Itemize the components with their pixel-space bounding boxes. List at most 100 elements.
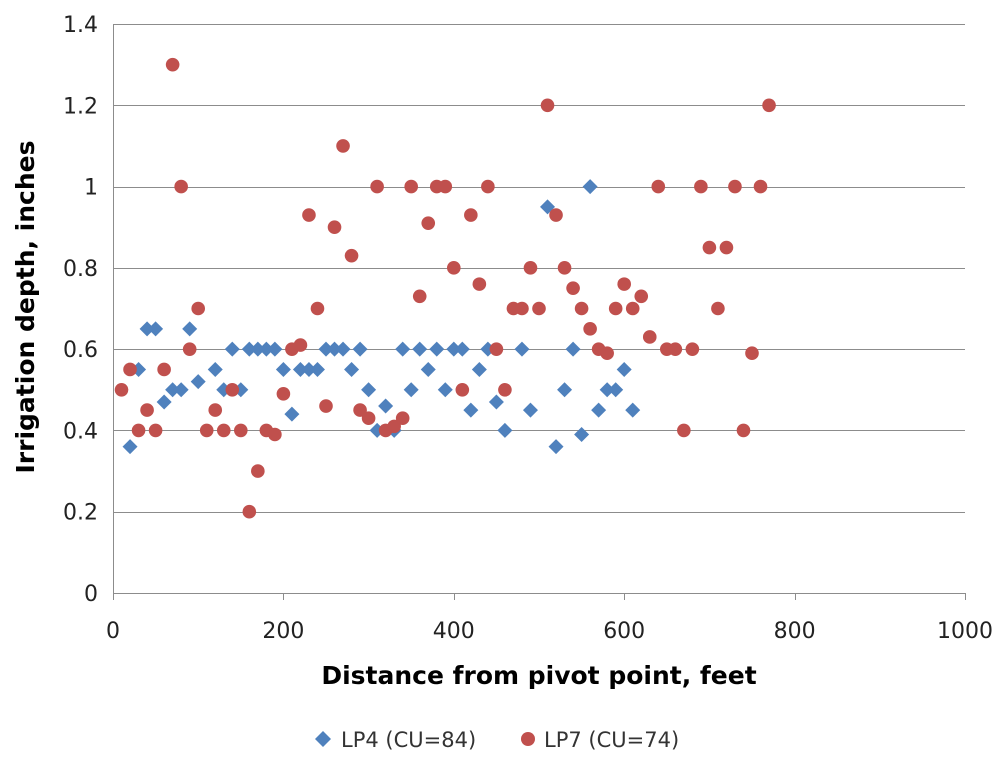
- data-point-diamond: [250, 341, 266, 357]
- data-point-circle: [404, 179, 419, 194]
- y-axis-title: Irrigation depth, inches: [11, 140, 40, 473]
- data-series: [114, 57, 776, 519]
- data-point-circle: [302, 208, 316, 222]
- data-point-diamond: [190, 374, 206, 390]
- data-point-circle: [762, 98, 776, 113]
- data-point-diamond: [557, 382, 573, 398]
- data-point-circle: [753, 179, 768, 194]
- data-point-circle: [489, 342, 504, 356]
- data-point-diamond: [454, 341, 470, 357]
- data-point-circle: [131, 423, 146, 438]
- data-point-circle: [225, 382, 240, 397]
- data-point-diamond: [565, 341, 581, 357]
- data-point-circle: [617, 277, 631, 291]
- data-point-circle: [711, 301, 725, 316]
- data-point-circle: [438, 179, 453, 194]
- data-point-diamond: [275, 361, 291, 377]
- data-point-circle: [472, 277, 487, 291]
- data-point-circle: [293, 338, 308, 352]
- data-point-circle: [557, 261, 572, 275]
- legend-label-lp7: LP7 (CU=74): [544, 728, 679, 752]
- data-point-circle: [148, 423, 163, 438]
- data-point-circle: [353, 403, 367, 417]
- data-point-circle: [668, 342, 683, 356]
- data-point-diamond: [497, 422, 513, 438]
- data-point-diamond: [437, 382, 453, 398]
- data-point-diamond: [429, 341, 445, 357]
- data-point-circle: [165, 57, 180, 72]
- data-point-diamond: [361, 382, 377, 398]
- data-point-circle: [234, 423, 248, 438]
- data-point-circle: [208, 403, 223, 417]
- y-tick-label: 1: [84, 176, 98, 201]
- data-point-diamond: [471, 361, 487, 377]
- data-point-diamond: [616, 361, 632, 377]
- data-point-circle: [574, 301, 589, 316]
- data-point-circle: [583, 322, 597, 336]
- data-point-circle: [625, 301, 640, 316]
- data-point-circle: [566, 281, 580, 295]
- x-tick-label: 1000: [937, 619, 993, 644]
- data-point-diamond: [241, 341, 257, 357]
- y-tick-label: 0: [84, 582, 98, 607]
- data-point-circle: [498, 382, 512, 397]
- data-point-circle: [642, 330, 657, 344]
- data-point-diamond: [309, 361, 325, 377]
- x-tick-labels: 0 200 400 600 800 1000: [106, 619, 993, 644]
- data-point-diamond: [139, 321, 155, 337]
- data-point-diamond: [148, 321, 164, 337]
- data-point-diamond: [403, 382, 419, 398]
- data-point-circle: [685, 342, 700, 356]
- data-point-diamond: [608, 382, 624, 398]
- gridlines: [113, 24, 965, 513]
- data-point-diamond: [301, 361, 317, 377]
- data-point-circle: [361, 411, 376, 426]
- data-point-circle: [395, 411, 410, 426]
- data-point-diamond: [582, 179, 598, 195]
- data-point-circle: [651, 179, 666, 194]
- data-point-circle: [677, 423, 691, 438]
- data-point-circle: [327, 220, 342, 235]
- x-axis-title: Distance from pivot point, feet: [321, 661, 756, 690]
- data-point-diamond: [599, 382, 615, 398]
- data-point-diamond: [173, 382, 189, 398]
- data-point-diamond: [625, 402, 641, 418]
- data-point-circle: [728, 179, 742, 194]
- data-point-circle: [540, 98, 555, 113]
- data-point-diamond: [327, 341, 343, 357]
- data-point-diamond: [284, 406, 300, 422]
- data-point-circle: [455, 382, 470, 397]
- data-point-diamond: [488, 394, 504, 410]
- data-point-diamond: [522, 402, 538, 418]
- data-point-diamond: [395, 341, 411, 357]
- data-point-diamond: [514, 341, 530, 357]
- data-point-circle: [600, 346, 614, 361]
- data-point-circle: [251, 464, 265, 478]
- data-point-diamond: [156, 394, 172, 410]
- x-tick-label: 800: [774, 619, 816, 644]
- data-point-circle: [174, 179, 188, 194]
- y-tick-label: 0.2: [63, 501, 98, 526]
- data-point-diamond: [122, 439, 138, 455]
- data-point-circle: [412, 289, 427, 304]
- data-point-circle: [481, 179, 495, 194]
- data-point-circle: [242, 504, 257, 519]
- data-point-circle: [719, 240, 734, 255]
- data-point-diamond: [463, 402, 479, 418]
- y-tick-labels: 0 0.2 0.4 0.6 0.8 1 1.2 1.4: [63, 13, 98, 607]
- data-point-diamond: [352, 341, 368, 357]
- x-tick-label: 600: [603, 619, 645, 644]
- data-point-diamond: [574, 426, 590, 442]
- legend-item-lp4: LP4 (CU=84): [315, 728, 476, 752]
- data-point-circle: [421, 216, 436, 230]
- y-tick-label: 0.6: [63, 338, 98, 363]
- data-point-circle: [319, 399, 333, 413]
- data-point-circle: [387, 419, 401, 434]
- y-tick-label: 1.4: [63, 13, 98, 38]
- data-point-circle: [276, 387, 291, 401]
- data-point-circle: [370, 179, 384, 194]
- data-point-circle: [702, 240, 717, 255]
- data-point-circle: [464, 208, 478, 222]
- data-point-diamond: [258, 341, 274, 357]
